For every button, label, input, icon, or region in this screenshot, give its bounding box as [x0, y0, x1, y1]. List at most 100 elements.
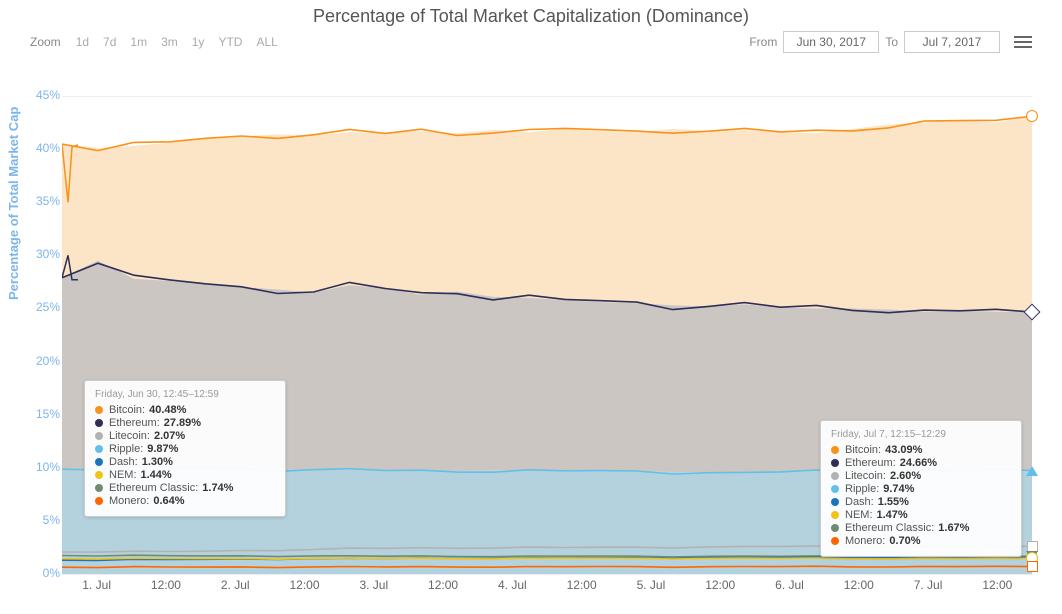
- tooltip-series-name: Dash:: [845, 496, 874, 508]
- tooltip-series-name: Ripple:: [845, 483, 879, 495]
- end-marker-monero[interactable]: [1026, 561, 1038, 573]
- y-tick: 10%: [26, 460, 60, 474]
- tooltip-row: Bitcoin: 43.09%: [831, 444, 1011, 456]
- tooltip-title: Friday, Jun 30, 12:45–12:59: [95, 389, 275, 400]
- end-marker-bitcoin[interactable]: [1026, 110, 1038, 122]
- tooltip-row: Ethereum Classic:1.74%: [95, 482, 275, 494]
- series-dot-icon: [95, 458, 103, 466]
- zoom-btn-7d[interactable]: 7d: [96, 31, 123, 53]
- end-marker-ripple[interactable]: [1026, 465, 1038, 477]
- x-tick: 12:00: [982, 578, 1012, 592]
- chart-menu-icon[interactable]: [1014, 35, 1032, 49]
- tooltip-series-name: Ripple:: [109, 443, 143, 455]
- y-tick: 40%: [26, 141, 60, 155]
- tooltip-row: Ripple: 9.74%: [831, 483, 1011, 495]
- tooltip-row: Monero: 0.70%: [831, 535, 1011, 547]
- tooltip-series-value: 0.64%: [153, 495, 184, 507]
- x-tick: 3. Jul: [359, 578, 388, 592]
- end-marker-ethereum[interactable]: [1026, 306, 1038, 318]
- tooltip-right: Friday, Jul 7, 12:15–12:29 Bitcoin: 43.09%…: [820, 420, 1022, 557]
- series-monero[interactable]: [62, 566, 1032, 567]
- chart-container: Percentage of Total Market Capitalizatio…: [0, 0, 1062, 614]
- tooltip-row: NEM: 1.47%: [831, 509, 1011, 521]
- zoom-btn-1d[interactable]: 1d: [69, 31, 96, 53]
- tooltip-series-value: 9.87%: [147, 443, 178, 455]
- tooltip-row: NEM:1.44%: [95, 469, 275, 481]
- tooltip-series-value: 43.09%: [885, 444, 922, 456]
- zoom-btn-3m[interactable]: 3m: [154, 31, 185, 53]
- x-tick: 7. Jul: [914, 578, 943, 592]
- y-tick: 20%: [26, 354, 60, 368]
- x-tick: 5. Jul: [637, 578, 666, 592]
- tooltip-row: Dash: 1.55%: [831, 496, 1011, 508]
- series-dot-icon: [831, 524, 839, 532]
- tooltip-series-name: Monero:: [845, 535, 885, 547]
- tooltip-row: Ethereum Classic: 1.67%: [831, 522, 1011, 534]
- y-tick: 0%: [26, 566, 60, 580]
- zoom-btn-ytd[interactable]: YTD: [211, 31, 249, 53]
- from-label: From: [749, 35, 777, 49]
- zoom-btn-all[interactable]: ALL: [249, 31, 284, 53]
- y-tick: 30%: [26, 247, 60, 261]
- tooltip-series-name: Bitcoin:: [109, 404, 145, 416]
- tooltip-row: Ethereum:27.89%: [95, 417, 275, 429]
- x-tick: 12:00: [844, 578, 874, 592]
- tooltip-series-value: 1.47%: [877, 509, 908, 521]
- tooltip-row: Dash: 1.30%: [95, 456, 275, 468]
- zoom-label: Zoom: [30, 35, 61, 49]
- tooltip-series-name: NEM:: [109, 469, 137, 481]
- area-bitcoin: [62, 116, 1032, 312]
- tooltip-series-name: Litecoin:: [845, 470, 886, 482]
- series-dot-icon: [831, 446, 839, 454]
- tooltip-series-name: Ethereum Classic:: [845, 522, 934, 534]
- tooltip-series-value: 9.74%: [883, 483, 914, 495]
- tooltip-row: Bitcoin:40.48%: [95, 404, 275, 416]
- tooltip-series-name: Bitcoin:: [845, 444, 881, 456]
- tooltip-series-name: NEM:: [845, 509, 873, 521]
- tooltip-series-name: Ethereum:: [109, 417, 160, 429]
- series-dot-icon: [95, 406, 103, 414]
- tooltip-series-name: Monero:: [109, 495, 149, 507]
- series-nem[interactable]: [62, 558, 1032, 559]
- tooltip-series-value: 1.67%: [938, 522, 969, 534]
- tooltip-series-value: 2.60%: [890, 470, 921, 482]
- x-tick: 12:00: [151, 578, 181, 592]
- to-date-input[interactable]: Jul 7, 2017: [904, 31, 1000, 53]
- from-date-input[interactable]: Jun 30, 2017: [783, 31, 879, 53]
- x-tick: 12:00: [567, 578, 597, 592]
- tooltip-title: Friday, Jul 7, 12:15–12:29: [831, 429, 1011, 440]
- series-dot-icon: [831, 498, 839, 506]
- tooltip-row: Ripple: 9.87%: [95, 443, 275, 455]
- series-dot-icon: [95, 471, 103, 479]
- x-tick: 12:00: [289, 578, 319, 592]
- series-dot-icon: [95, 484, 103, 492]
- series-dot-icon: [831, 485, 839, 493]
- y-tick: 15%: [26, 407, 60, 421]
- series-dot-icon: [95, 419, 103, 427]
- tooltip-series-value: 1.55%: [878, 496, 909, 508]
- x-tick: 4. Jul: [498, 578, 527, 592]
- x-tick: 1. Jul: [82, 578, 111, 592]
- zoom-btn-1y[interactable]: 1y: [185, 31, 212, 53]
- tooltip-row: Ethereum: 24.66%: [831, 457, 1011, 469]
- tooltip-series-name: Dash:: [109, 456, 138, 468]
- series-dot-icon: [831, 537, 839, 545]
- to-label: To: [885, 35, 898, 49]
- x-tick: 2. Jul: [221, 578, 250, 592]
- y-tick: 5%: [26, 513, 60, 527]
- series-dot-icon: [95, 445, 103, 453]
- series-dot-icon: [95, 497, 103, 505]
- chart-title: Percentage of Total Market Capitalizatio…: [0, 0, 1062, 27]
- tooltip-series-value: 1.74%: [202, 482, 233, 494]
- chart-toolbar: Zoom 1d7d1m3m1yYTDALL From Jun 30, 2017 …: [0, 27, 1062, 53]
- series-dot-icon: [95, 432, 103, 440]
- tooltip-series-name: Ethereum:: [845, 457, 896, 469]
- zoom-btn-1m[interactable]: 1m: [123, 31, 154, 53]
- tooltip-series-value: 0.70%: [889, 535, 920, 547]
- tooltip-series-value: 1.30%: [142, 456, 173, 468]
- y-axis-label: Percentage of Total Market Cap: [6, 107, 21, 300]
- tooltip-series-value: 24.66%: [900, 457, 937, 469]
- series-dot-icon: [831, 459, 839, 467]
- y-tick: 35%: [26, 194, 60, 208]
- x-tick: 12:00: [428, 578, 458, 592]
